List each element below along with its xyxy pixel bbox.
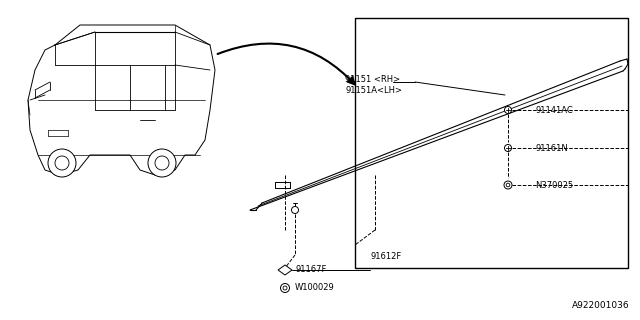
Text: 91161N: 91161N xyxy=(535,143,568,153)
Text: N370025: N370025 xyxy=(535,180,573,189)
Circle shape xyxy=(155,156,169,170)
Circle shape xyxy=(506,183,510,187)
Bar xyxy=(355,18,628,268)
Circle shape xyxy=(283,286,287,290)
Circle shape xyxy=(148,149,176,177)
Text: 91151 <RH>
91151A<LH>: 91151 <RH> 91151A<LH> xyxy=(345,75,402,95)
Circle shape xyxy=(280,284,289,292)
FancyArrowPatch shape xyxy=(218,44,355,84)
Circle shape xyxy=(55,156,69,170)
Circle shape xyxy=(48,149,76,177)
Circle shape xyxy=(504,145,511,151)
Text: A922001036: A922001036 xyxy=(572,301,630,310)
Text: 91612F: 91612F xyxy=(370,252,401,261)
Circle shape xyxy=(504,181,512,189)
Text: W100029: W100029 xyxy=(295,284,335,292)
Circle shape xyxy=(504,107,511,114)
Text: 91167F: 91167F xyxy=(295,266,326,275)
Polygon shape xyxy=(278,265,292,275)
Text: 91141AC: 91141AC xyxy=(535,106,573,115)
Circle shape xyxy=(291,206,298,213)
